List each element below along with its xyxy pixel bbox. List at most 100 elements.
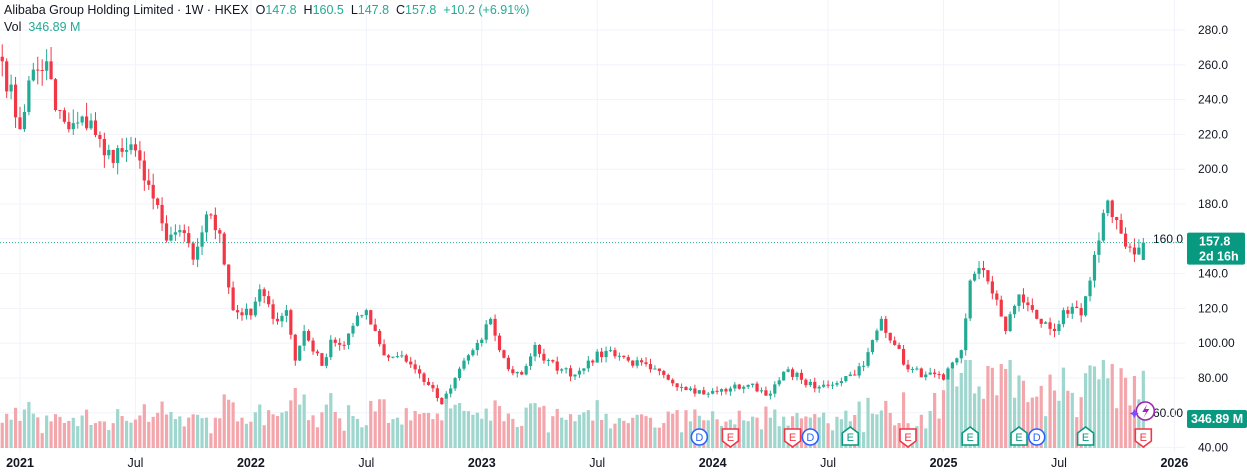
candle-body xyxy=(653,368,657,370)
candle-body xyxy=(1110,200,1114,218)
candle-body xyxy=(893,340,897,345)
x-tick-label: Jul xyxy=(1051,456,1067,470)
earnings-marker[interactable]: E xyxy=(841,426,860,446)
candle-body xyxy=(551,360,555,362)
volume-bar xyxy=(537,407,542,448)
dividend-marker[interactable]: D xyxy=(801,428,820,446)
volume-bar xyxy=(1008,360,1012,448)
earnings-marker[interactable]: E xyxy=(899,428,917,448)
candle-body xyxy=(719,389,724,392)
candle-body xyxy=(555,361,559,371)
candle-body xyxy=(644,362,648,365)
volume-bar xyxy=(267,410,271,448)
candle-body xyxy=(227,264,231,288)
volume-bar xyxy=(577,414,582,448)
earnings-marker[interactable]: E xyxy=(783,428,802,448)
event-label: D xyxy=(1033,432,1041,444)
earnings-marker[interactable]: E xyxy=(721,428,740,448)
open-value: 147.8 xyxy=(265,3,297,17)
candle-body xyxy=(511,369,515,374)
candle-body xyxy=(196,246,200,260)
volume-bar xyxy=(391,419,395,448)
volume-bar xyxy=(950,368,954,448)
candle-body xyxy=(1128,246,1132,248)
candle-body xyxy=(22,111,27,130)
volume-bar xyxy=(253,412,257,448)
volume-bar xyxy=(524,407,528,448)
candle-body xyxy=(40,70,44,72)
volume-bar xyxy=(631,417,635,448)
volume-bar xyxy=(1017,375,1021,448)
earnings-marker[interactable]: E xyxy=(1076,426,1095,446)
volume-bar xyxy=(933,392,937,448)
volume-bar xyxy=(635,414,639,448)
candle-body xyxy=(378,331,382,345)
candle-body xyxy=(493,318,497,336)
volume-bar xyxy=(817,417,821,448)
candle-body xyxy=(1137,247,1141,255)
volume-bar xyxy=(18,420,22,448)
volume-bar xyxy=(582,412,586,448)
dividend-marker[interactable]: D xyxy=(1027,428,1046,446)
volume-bar xyxy=(773,409,777,448)
volume-bar xyxy=(22,409,27,448)
earnings-marker[interactable]: E xyxy=(1134,428,1153,448)
volume-bar xyxy=(799,418,804,448)
volume-bar xyxy=(928,410,932,448)
candle-body xyxy=(533,344,537,357)
volume-bar xyxy=(529,403,533,448)
candle-body xyxy=(790,369,795,377)
earnings-marker[interactable]: E xyxy=(961,426,979,446)
candle-body xyxy=(631,360,635,366)
dividend-icon xyxy=(801,428,820,446)
candle-body xyxy=(804,379,808,386)
volume-bar xyxy=(622,420,626,448)
candle-body xyxy=(844,376,848,382)
candle-body xyxy=(156,198,160,205)
candle-body xyxy=(786,369,790,372)
candle-body xyxy=(324,357,328,366)
candle-body xyxy=(906,364,910,370)
candle-body xyxy=(782,371,786,381)
candle-body xyxy=(231,287,235,311)
earnings-up-icon xyxy=(1076,426,1095,446)
volume-bar xyxy=(231,402,235,448)
symbol-name[interactable]: Alibaba Group Holding Limited xyxy=(4,3,174,17)
candle-body xyxy=(582,368,586,371)
volume-bar xyxy=(586,410,590,448)
volume-bar xyxy=(147,421,151,448)
volume-bar xyxy=(1057,400,1061,448)
volume-bar xyxy=(968,360,972,448)
volume-badge xyxy=(1187,410,1247,428)
candle-body xyxy=(307,331,311,341)
volume-bar xyxy=(830,430,835,448)
high-value: 160.5 xyxy=(312,3,344,17)
volume-bar xyxy=(413,410,417,448)
candle-body xyxy=(795,372,799,377)
open-label: O xyxy=(255,3,266,17)
candle-body xyxy=(76,122,80,124)
volume-bar xyxy=(999,364,1003,448)
candle-body xyxy=(355,315,360,326)
candle-body xyxy=(915,368,919,370)
volume-bar xyxy=(360,427,364,448)
candle-body xyxy=(568,368,573,377)
candle-body xyxy=(613,350,617,357)
volume-bar xyxy=(98,421,102,448)
volume-bar xyxy=(1110,363,1114,448)
candle-body xyxy=(737,384,741,389)
exchange: HKEX xyxy=(214,3,249,17)
volume-bar xyxy=(80,415,84,448)
volume-bar xyxy=(706,420,710,448)
volume-bar xyxy=(1066,390,1070,448)
candle-body xyxy=(817,386,821,389)
volume-bar xyxy=(13,407,18,448)
volume-bar xyxy=(235,421,240,448)
dividend-marker[interactable]: D xyxy=(690,428,709,446)
dividend-icon xyxy=(1027,428,1046,446)
volume-bar xyxy=(191,414,195,448)
volume-bar xyxy=(782,416,786,448)
volume-bar xyxy=(555,408,559,448)
earnings-marker[interactable]: E xyxy=(1010,426,1028,446)
